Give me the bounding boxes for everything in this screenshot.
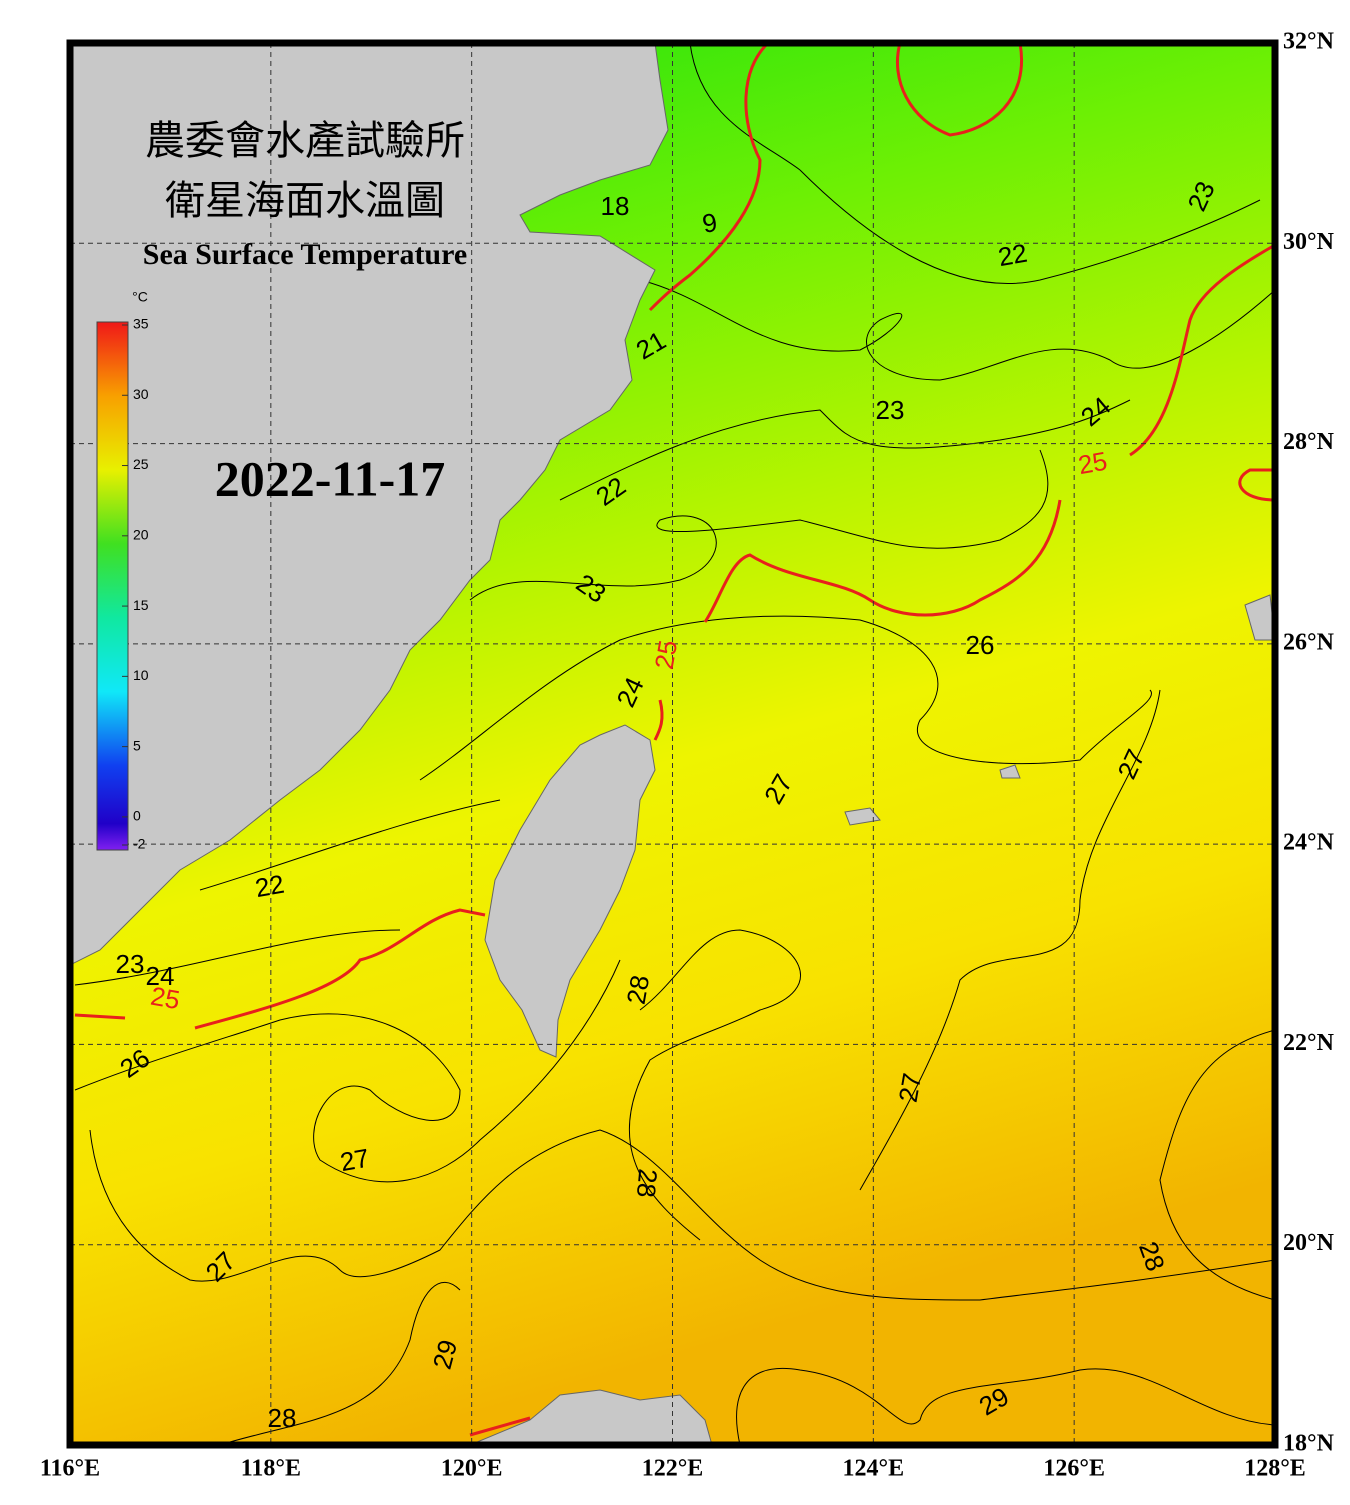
contour-line — [199, 799, 501, 891]
contour-line — [689, 43, 1261, 284]
colorbar-tick-label: 10 — [133, 667, 149, 683]
contour-line-highlight — [648, 43, 770, 312]
contour-label: 28 — [631, 1167, 663, 1198]
colorbar-tick-label: 0 — [133, 808, 141, 824]
map-frame — [66, 39, 1279, 1449]
contour-line — [419, 615, 1153, 781]
contour-line-highlight — [74, 1013, 126, 1020]
lat-label: 28°N — [1283, 429, 1335, 455]
contour-line — [736, 1368, 1275, 1445]
contour-line — [74, 929, 401, 986]
contour-label: 27 — [338, 1143, 372, 1178]
contours — [74, 43, 1275, 1445]
map-area — [70, 43, 1275, 1445]
lat-label: 30°N — [1283, 229, 1335, 255]
contour-label: 27 — [893, 1071, 928, 1105]
mainland-china — [70, 43, 669, 966]
lon-label: 120°E — [441, 1456, 503, 1482]
contour-label: 25 — [149, 981, 183, 1016]
colorbar-tick-label: 5 — [133, 737, 141, 753]
graticule — [70, 43, 1275, 1445]
contour-line — [219, 1281, 461, 1445]
colorbar-tick-label: 25 — [133, 456, 149, 472]
contours-25 — [74, 43, 1275, 1437]
contour-line — [89, 1129, 1275, 1301]
contour-label: 28 — [621, 973, 656, 1007]
contour-line — [639, 279, 1275, 381]
contour-line — [74, 959, 621, 1183]
luzon — [469, 1389, 713, 1445]
contour-line — [469, 449, 1049, 601]
contour-line-highlight — [469, 1416, 531, 1437]
contour-label: 22 — [253, 869, 287, 904]
lon-label: 118°E — [241, 1456, 301, 1482]
lon-label: 126°E — [1043, 1456, 1105, 1482]
lat-label: 32°N — [1283, 29, 1335, 55]
taiwan — [484, 724, 656, 1058]
subtitle-zh: 衛星海面水溫圖 — [165, 178, 445, 223]
contour-line-highlight — [194, 908, 486, 1030]
contour-line-highlight — [895, 43, 1023, 137]
colorbar-tick-label: -2 — [133, 836, 146, 852]
contour-line — [559, 399, 1131, 501]
contour-label: 9 — [700, 207, 719, 239]
contour-label: 28 — [268, 1403, 297, 1433]
contour-line — [628, 929, 801, 1241]
island — [999, 764, 1021, 779]
colorbar-tick-label: 20 — [133, 527, 149, 543]
contour-line-highlight — [653, 699, 664, 741]
lat-label: 18°N — [1283, 1431, 1335, 1457]
colorbar-tick-label: 35 — [133, 316, 149, 332]
date: 2022-11-17 — [215, 450, 446, 506]
colorbar-unit: °C — [132, 289, 148, 305]
lon-label: 116°E — [40, 1456, 100, 1482]
contour-label: 25 — [649, 638, 684, 672]
colorbar — [96, 321, 129, 851]
contour-line-highlight — [1238, 468, 1275, 502]
lat-label: 20°N — [1283, 1230, 1335, 1256]
lon-label: 124°E — [843, 1456, 905, 1482]
contour-line-highlight — [703, 499, 1062, 623]
contour-label: 23 — [116, 949, 145, 979]
contour-line — [859, 689, 1161, 1191]
lat-label: 24°N — [1283, 830, 1335, 856]
contour-label: 25 — [1076, 446, 1110, 481]
contour-line — [1159, 1029, 1275, 1301]
contour-label: 23 — [876, 395, 905, 425]
land — [70, 43, 1275, 1445]
lat-label: 22°N — [1283, 1030, 1335, 1056]
contour-label: 18 — [601, 191, 630, 221]
island — [1244, 594, 1275, 641]
lon-label: 128°E — [1244, 1456, 1306, 1482]
title-en: Sea Surface Temperature — [143, 238, 467, 271]
lat-label: 26°N — [1283, 629, 1335, 655]
contour-label: 22 — [996, 238, 1030, 273]
colorbar-tick-label: 30 — [133, 386, 149, 402]
island — [844, 807, 881, 826]
title-zh: 農委會水產試驗所 — [145, 118, 465, 163]
colorbar-tick-label: 15 — [133, 597, 149, 613]
lon-label: 122°E — [642, 1456, 704, 1482]
contour-label: 24 — [146, 961, 175, 991]
contour-line-highlight — [1129, 243, 1275, 457]
contour-label: 26 — [966, 630, 995, 660]
